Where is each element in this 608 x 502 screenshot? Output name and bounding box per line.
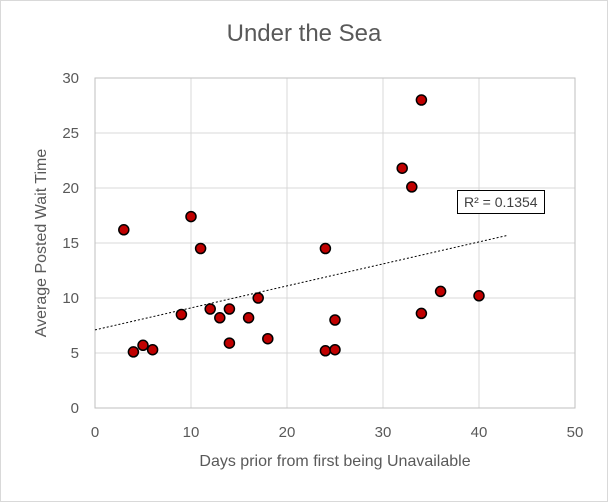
r-squared-label: R² = 0.1354 [457, 190, 545, 214]
data-point [223, 303, 236, 315]
trendline [94, 234, 508, 331]
y-tick-label: 20 [62, 180, 79, 197]
data-point [262, 332, 274, 345]
x-tick-label: 20 [279, 424, 296, 441]
data-point [396, 162, 408, 174]
data-point [118, 224, 130, 236]
trendline-group [94, 234, 508, 331]
y-tick-labels: 0 5 10 15 20 25 30 [62, 70, 79, 417]
data-point [406, 181, 418, 193]
data-point [146, 343, 159, 356]
y-tick-label: 25 [62, 125, 79, 142]
plot-border [94, 77, 576, 409]
data-point [252, 292, 264, 304]
data-point [137, 339, 149, 352]
data-point [329, 314, 341, 326]
data-point [223, 337, 236, 349]
data-point [434, 285, 447, 298]
data-point [319, 242, 332, 255]
data-point [473, 290, 485, 302]
x-tick-label: 10 [183, 424, 200, 441]
x-tick-label: 30 [375, 424, 392, 441]
data-point [242, 312, 255, 324]
x-axis-title: Days prior from first being Unavailable [199, 453, 471, 470]
data-point [319, 345, 332, 357]
y-tick-label: 0 [71, 400, 79, 417]
y-tick-label: 15 [62, 235, 79, 252]
data-point [127, 346, 140, 358]
data-point [185, 210, 197, 223]
x-tick-labels: 0 10 20 30 40 50 [91, 424, 584, 441]
chart-title: Under the Sea [226, 20, 382, 47]
data-point [329, 343, 341, 356]
gridlines [94, 77, 576, 409]
y-tick-label: 5 [71, 345, 79, 362]
data-point [415, 94, 428, 106]
y-tick-label: 30 [62, 70, 79, 87]
data-point [175, 308, 188, 321]
y-axis-title: Average Posted Wait Time [33, 148, 50, 338]
data-point [204, 303, 216, 315]
data-points [118, 94, 485, 358]
data-point [415, 307, 428, 320]
y-tick-label: 10 [62, 290, 79, 307]
data-point [194, 242, 207, 255]
data-point [214, 312, 226, 324]
x-tick-label: 50 [567, 424, 584, 441]
x-tick-label: 0 [91, 424, 99, 441]
x-tick-label: 40 [471, 424, 488, 441]
